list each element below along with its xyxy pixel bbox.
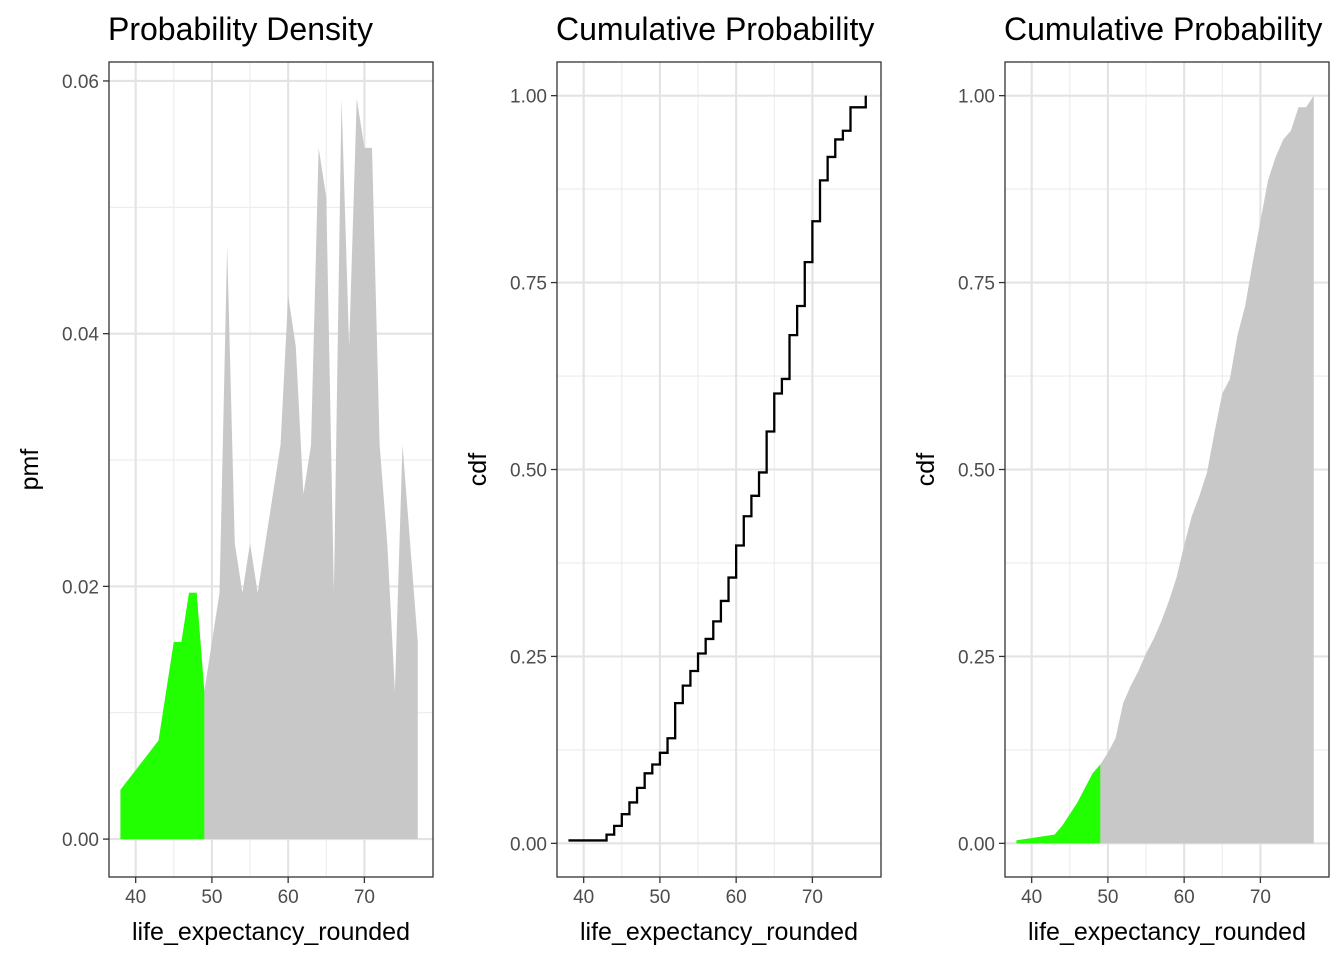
x-tick-label: 60: [278, 887, 299, 908]
y-tick-label: 0.06: [62, 72, 99, 93]
x-tick-label: 40: [1021, 887, 1042, 908]
x-tick-label: 40: [125, 887, 146, 908]
y-tick-label: 0.04: [62, 325, 99, 346]
y-tick-label: 0.00: [62, 830, 99, 851]
x-tick-label: 60: [1174, 887, 1195, 908]
panel-border: [108, 61, 434, 878]
highlight-area: [120, 592, 205, 840]
chart-panel-2: 40 50 60 70 0.00 0.25 0.50 0.75 1.00 Cumulative P…: [464, 11, 882, 946]
x-tick-label: 50: [1097, 887, 1118, 908]
y-tick-label: 0.50: [510, 461, 547, 482]
chart-title: Cumulative Probability: [556, 11, 874, 47]
y-tick-label: 0.75: [510, 274, 547, 295]
x-axis-label: life_expectancy_rounded: [580, 918, 858, 946]
y-axis-label: cdf: [912, 453, 940, 486]
y-tick-label: 0.02: [62, 577, 99, 598]
x-tick-label: 70: [354, 887, 375, 908]
y-tick-label: 0.50: [958, 461, 995, 482]
y-tick-label: 1.00: [510, 87, 547, 108]
chart-panel-1: 40 50 60 70 0.00 0.02 0.04 0.06 Probability Dens…: [16, 11, 434, 946]
y-tick-label: 0.25: [510, 647, 547, 668]
highlight-area: [1016, 764, 1101, 844]
chart-title: Cumulative Probability: [1004, 11, 1322, 47]
x-tick-label: 70: [1250, 887, 1271, 908]
y-tick-label: 0.25: [958, 647, 995, 668]
y-axis-label: cdf: [464, 453, 492, 486]
y-axis-label: pmf: [16, 449, 44, 491]
x-tick-label: 40: [573, 887, 594, 908]
y-tick-label: 0.00: [510, 834, 547, 855]
x-tick-label: 70: [802, 887, 823, 908]
chart-title: Probability Density: [108, 11, 373, 47]
x-axis-label: life_expectancy_rounded: [132, 918, 410, 946]
y-tick-label: 0.00: [958, 834, 995, 855]
y-tick-label: 0.75: [958, 274, 995, 295]
x-tick-label: 50: [201, 887, 222, 908]
chart-panel-3: 40 50 60 70 0.00 0.25 0.50 0.75 1.00 Cumulative P…: [912, 11, 1330, 946]
x-tick-label: 60: [726, 887, 747, 908]
x-tick-label: 50: [649, 887, 670, 908]
y-tick-label: 1.00: [958, 87, 995, 108]
area-series: [1016, 95, 1314, 844]
x-axis-label: life_expectancy_rounded: [1028, 918, 1306, 946]
step-line-series: [568, 95, 867, 842]
